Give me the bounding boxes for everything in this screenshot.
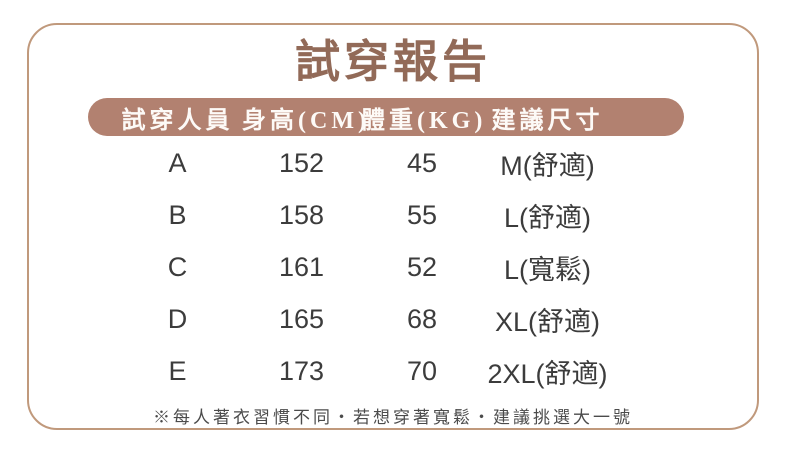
cell-height: 161 [278, 251, 325, 282]
note-text: ※每人著衣習慣不同‧若想穿著寬鬆‧建議挑選大一號 [153, 408, 633, 427]
cell-height: 158 [278, 199, 325, 230]
table-header-row: 試穿人員 身高(CM) 體重(KG) 建議尺寸 [88, 98, 684, 136]
column-header-height: 身高(CM) [242, 107, 370, 134]
cell-person: C [167, 251, 188, 282]
cell-weight: 55 [406, 199, 438, 230]
cell-person: D [167, 303, 188, 334]
report-title: 試穿報告 [294, 37, 491, 87]
table-row: D 165 68 XL(舒適) [88, 293, 684, 345]
try-on-report-card: 試穿報告 試穿人員 身高(CM) 體重(KG) 建議尺寸 A 152 45 M(… [27, 23, 759, 430]
column-header-size: 建議尺寸 [491, 107, 604, 134]
table-row: E 173 70 2XL(舒適) [88, 345, 684, 397]
cell-size: L(寬鬆) [504, 254, 591, 285]
table-body: A 152 45 M(舒適) B 158 55 L(舒適) C 161 52 L… [88, 137, 684, 397]
column-header-person: 試穿人員 [121, 107, 234, 134]
cell-weight: 45 [406, 147, 438, 178]
cell-person: B [168, 199, 187, 230]
cell-height: 165 [278, 303, 325, 334]
table-row: C 161 52 L(寬鬆) [88, 241, 684, 293]
cell-weight: 52 [406, 251, 438, 282]
cell-size: 2XL(舒適) [487, 358, 608, 389]
cell-size: XL(舒適) [494, 306, 600, 337]
table-row: B 158 55 L(舒適) [88, 189, 684, 241]
column-header-weight: 體重(KG) [361, 107, 487, 134]
cell-height: 173 [278, 355, 325, 386]
table-row: A 152 45 M(舒適) [88, 137, 684, 189]
cell-height: 152 [278, 147, 325, 178]
cell-size: L(舒適) [504, 202, 591, 233]
cell-person: E [168, 355, 187, 386]
cell-weight: 68 [406, 303, 438, 334]
cell-weight: 70 [406, 355, 438, 386]
cell-person: A [168, 147, 187, 178]
cell-size: M(舒適) [500, 150, 595, 181]
